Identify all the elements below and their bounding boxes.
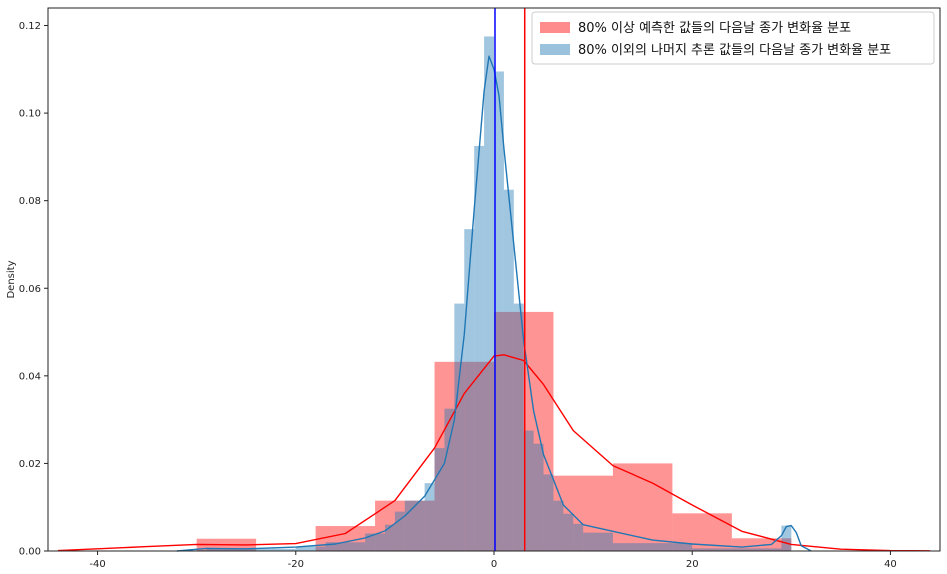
histogram-bar-series-1-bin-11 [454, 303, 465, 551]
histogram-bar-series-1-bin-24 [583, 532, 613, 551]
y-tick-label: 0.00 [19, 547, 41, 558]
legend-box [531, 11, 935, 65]
histogram-bar-series-1-bin-17 [513, 303, 524, 551]
histogram-bar-series-1-bin-21 [553, 500, 564, 551]
histogram-bars [196, 36, 792, 552]
histogram-bar-series-1-bin-22 [563, 513, 574, 551]
histogram-bar-series-1-bin-16 [503, 189, 514, 551]
histogram-bar-series-0-bin-6 [553, 475, 613, 551]
mean-lines [494, 8, 526, 551]
histogram-bar-series-1-bin-20 [543, 474, 554, 551]
x-tick-label: -20 [288, 559, 304, 570]
histogram-bar-series-1-bin-13 [474, 145, 485, 551]
kde-line-series-1 [176, 55, 812, 552]
histogram-bar-series-1-bin-14 [484, 36, 494, 552]
x-tick-label: 40 [884, 559, 897, 570]
histogram-bar-series-1-bin-1 [206, 548, 296, 551]
y-axis-label: Density [6, 260, 17, 298]
histogram-bar-series-1-bin-8 [424, 483, 435, 551]
histogram-bar-series-1-bin-6 [394, 511, 405, 551]
histogram-bar-series-1-bin-18 [523, 430, 534, 551]
y-tick-label: 0.12 [19, 21, 41, 32]
histogram-bar-series-1-bin-9 [434, 448, 445, 551]
legend-label-series-1: 80% 이외의 나머지 추론 값들의 다음날 종가 변화율 분포 [578, 43, 891, 58]
histogram-bar-series-1-bin-27 [781, 525, 792, 551]
legend-label-series-0: 80% 이상 예측한 값들의 다음날 종가 변화율 분포 [578, 21, 851, 36]
histogram-bar-series-1-bin-2 [295, 546, 326, 551]
x-tick-label: -40 [89, 559, 105, 570]
y-tick-label: 0.10 [19, 109, 41, 120]
x-tick-label: 0 [491, 559, 497, 570]
legend-swatch-series-0 [540, 22, 570, 33]
y-tick-label: 0.06 [19, 284, 41, 295]
histogram-bar-series-1-bin-4 [365, 533, 385, 551]
kde-line-series-0 [57, 354, 931, 552]
histogram-bar-series-1-bin-3 [325, 542, 366, 551]
y-tick-label: 0.08 [19, 196, 41, 207]
histogram-bar-series-1-bin-12 [464, 229, 475, 552]
y-axis-ticks: 0.00 0.02 0.04 0.06 0.08 0.10 0.12 [19, 21, 48, 558]
histogram-bar-series-1-bin-7 [404, 500, 425, 551]
legend: 80% 이상 예측한 값들의 다음날 종가 변화율 분포 80% 이외의 나머지… [531, 11, 935, 65]
x-axis-ticks: -40 -20 0 20 40 [89, 551, 897, 570]
histogram-bar-series-1-bin-15 [494, 71, 504, 551]
kde-curves [57, 55, 931, 552]
histogram-bar-series-1-bin-26 [692, 548, 782, 551]
histogram-bar-series-0-bin-5 [494, 311, 554, 551]
histogram-bar-series-1-bin-25 [612, 543, 693, 551]
histogram-bar-series-1-bin-10 [444, 408, 455, 551]
y-tick-label: 0.02 [19, 459, 41, 470]
histogram-bar-series-1-bin-5 [384, 524, 395, 551]
y-tick-label: 0.04 [19, 371, 41, 382]
histogram-bar-series-1-bin-23 [573, 523, 584, 551]
x-tick-label: 20 [686, 559, 699, 570]
legend-swatch-series-1 [540, 44, 570, 55]
histogram-bar-series-1-bin-19 [533, 443, 544, 551]
histogram-bar-series-0-bin-3 [375, 500, 435, 551]
